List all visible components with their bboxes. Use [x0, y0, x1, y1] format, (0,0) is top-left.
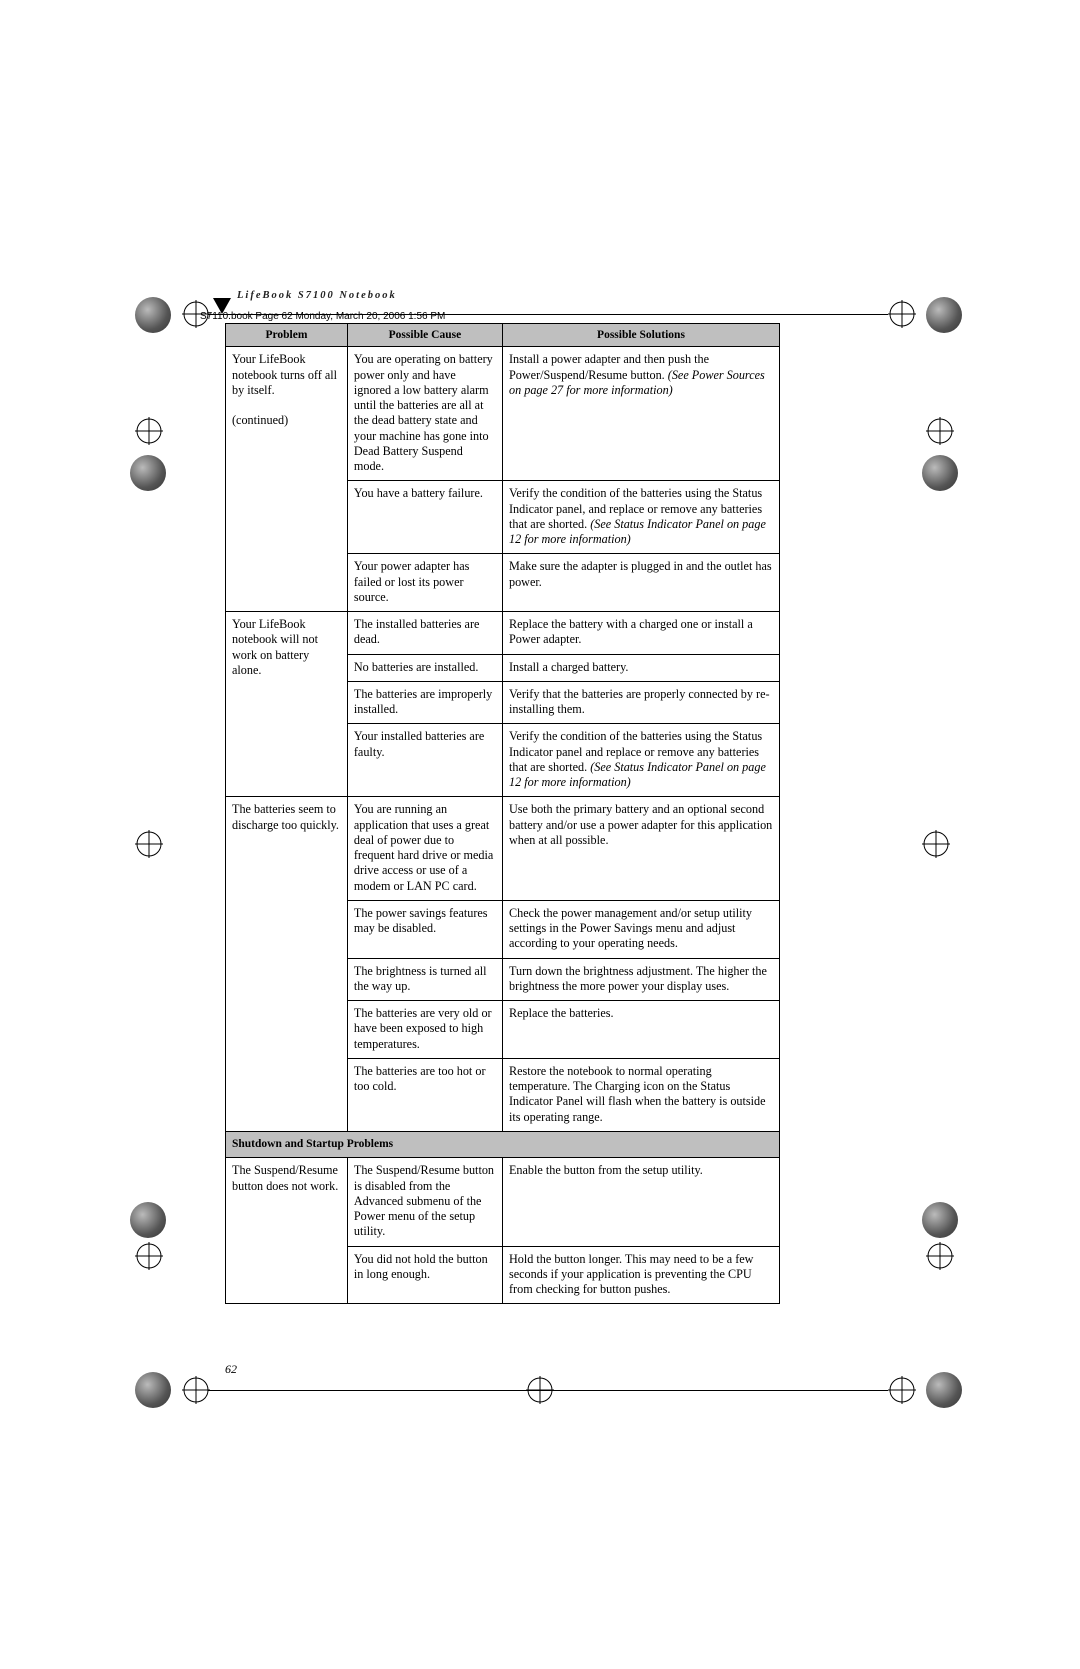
tab-marker-icon: [213, 298, 231, 314]
registration-dot: [922, 1202, 958, 1238]
solution-cell: Replace the batteries.: [502, 1001, 779, 1059]
solution-cell: Make sure the adapter is plugged in and …: [502, 554, 779, 612]
table-row: The Suspend/Resume button does not work.…: [226, 1158, 780, 1246]
registration-dot: [926, 297, 962, 333]
table-header-row: Problem Possible Cause Possible Solution…: [226, 324, 780, 347]
table-row: Your LifeBook notebook turns off all by …: [226, 347, 780, 481]
cause-cell: The power savings features may be disabl…: [347, 900, 502, 958]
cause-cell: You are running an application that uses…: [347, 797, 502, 901]
registration-dot: [135, 297, 171, 333]
section-header-row: Shutdown and Startup Problems: [226, 1131, 780, 1157]
section-header: Shutdown and Startup Problems: [226, 1131, 780, 1157]
registration-mark: [926, 1242, 954, 1270]
problem-cell: Your LifeBook notebook will not work on …: [226, 612, 348, 797]
solution-cell: Install a charged battery.: [502, 654, 779, 681]
solution-cell: Verify the condition of the batteries us…: [502, 724, 779, 797]
problem-cell: The batteries seem to discharge too quic…: [226, 797, 348, 1132]
registration-mark: [926, 417, 954, 445]
problem-cell: Your LifeBook notebook turns off all by …: [226, 347, 348, 612]
page-content: LifeBook S7100 Notebook Problem Possible…: [225, 290, 780, 1304]
table-row: The batteries seem to discharge too quic…: [226, 797, 780, 901]
solution-cell: Install a power adapter and then push th…: [502, 347, 779, 481]
solution-cell: Use both the primary battery and an opti…: [502, 797, 779, 901]
problem-continued: (continued): [232, 413, 288, 427]
cause-cell: Your installed batteries are faulty.: [347, 724, 502, 797]
registration-mark: [182, 1376, 210, 1404]
cause-cell: No batteries are installed.: [347, 654, 502, 681]
registration-dot: [922, 455, 958, 491]
registration-mark: [135, 1242, 163, 1270]
cause-cell: The batteries are improperly installed.: [347, 681, 502, 724]
page-number: 62: [225, 1362, 237, 1377]
col-problem: Problem: [226, 324, 348, 347]
table-row: Your LifeBook notebook will not work on …: [226, 612, 780, 655]
registration-mark: [888, 300, 916, 328]
troubleshooting-table: Problem Possible Cause Possible Solution…: [225, 323, 780, 1304]
registration-dot: [130, 455, 166, 491]
registration-mark: [135, 417, 163, 445]
document-title: LifeBook S7100 Notebook: [237, 290, 780, 301]
col-cause: Possible Cause: [347, 324, 502, 347]
registration-dot: [926, 1372, 962, 1408]
solution-cell: Turn down the brightness adjustment. The…: [502, 958, 779, 1001]
cause-cell: The installed batteries are dead.: [347, 612, 502, 655]
solution-cell: Enable the button from the setup utility…: [502, 1158, 779, 1246]
problem-cell: The Suspend/Resume button does not work.: [226, 1158, 348, 1304]
cause-cell: The Suspend/Resume button is disabled fr…: [347, 1158, 502, 1246]
cause-cell: The brightness is turned all the way up.: [347, 958, 502, 1001]
cause-cell: You did not hold the button in long enou…: [347, 1246, 502, 1304]
registration-mark: [526, 1376, 554, 1404]
solution-cell: Hold the button longer. This may need to…: [502, 1246, 779, 1304]
cause-cell: The batteries are too hot or too cold.: [347, 1058, 502, 1131]
cause-cell: You have a battery failure.: [347, 481, 502, 554]
solution-cell: Verify that the batteries are properly c…: [502, 681, 779, 724]
registration-dot: [130, 1202, 166, 1238]
cause-cell: Your power adapter has failed or lost it…: [347, 554, 502, 612]
solution-cell: Verify the condition of the batteries us…: [502, 481, 779, 554]
registration-mark: [922, 830, 950, 858]
col-solution: Possible Solutions: [502, 324, 779, 347]
registration-mark: [182, 300, 210, 328]
cause-cell: You are operating on battery power only …: [347, 347, 502, 481]
solution-cell: Restore the notebook to normal operating…: [502, 1058, 779, 1131]
registration-mark: [135, 830, 163, 858]
registration-mark: [888, 1376, 916, 1404]
solution-cell: Replace the battery with a charged one o…: [502, 612, 779, 655]
registration-dot: [135, 1372, 171, 1408]
problem-text: Your LifeBook notebook turns off all by …: [232, 352, 337, 397]
cause-cell: The batteries are very old or have been …: [347, 1001, 502, 1059]
solution-cell: Check the power management and/or setup …: [502, 900, 779, 958]
